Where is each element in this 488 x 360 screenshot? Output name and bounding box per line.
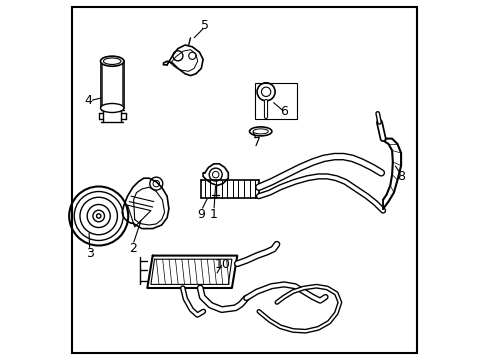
Text: 8: 8	[396, 170, 404, 183]
Ellipse shape	[101, 56, 123, 66]
Text: 2: 2	[129, 242, 137, 255]
Text: 6: 6	[280, 105, 287, 118]
Text: 4: 4	[84, 94, 92, 107]
Bar	[101, 61, 123, 108]
Text: 9: 9	[197, 208, 205, 221]
Text: 5: 5	[201, 19, 208, 32]
Text: 7: 7	[253, 136, 261, 149]
Bar	[255, 83, 296, 119]
Text: 3: 3	[85, 247, 93, 260]
Ellipse shape	[101, 104, 123, 113]
Text: 1: 1	[209, 208, 217, 221]
Text: 10: 10	[215, 258, 230, 271]
